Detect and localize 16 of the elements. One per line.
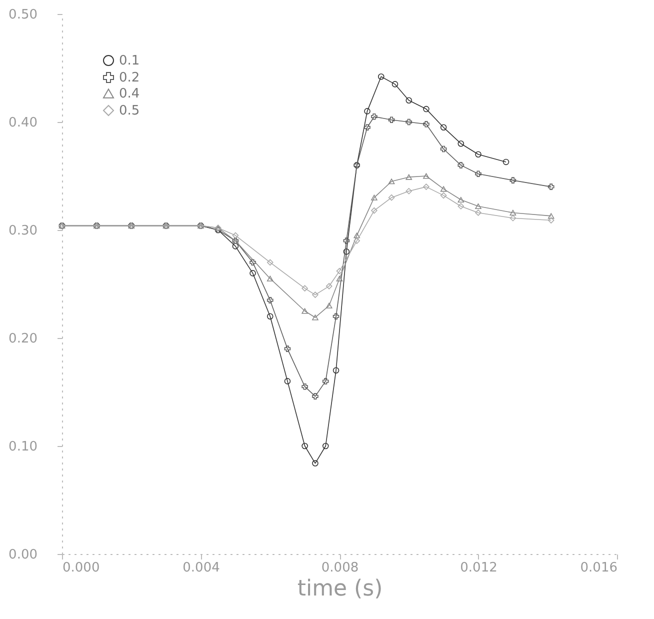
y-tick-label: 0.10 xyxy=(8,440,38,454)
y-tick-label: 0.40 xyxy=(8,116,38,130)
x-tick-label: 0.012 xyxy=(460,560,498,576)
legend-label: 0.4 xyxy=(119,86,140,102)
x-tick-label: 0.008 xyxy=(321,560,359,576)
legend-label: 0.5 xyxy=(119,104,140,118)
x-tick-label: 0.004 xyxy=(182,560,220,576)
x-tick-label: 0.016 xyxy=(580,560,618,576)
y-tick-label: 0.30 xyxy=(8,224,38,238)
y-tick-label: 0.00 xyxy=(8,548,38,562)
y-tick-label: 0.20 xyxy=(8,332,38,346)
x-tick-label: 0.000 xyxy=(62,560,100,576)
x-axis-title: time (s) xyxy=(297,576,383,602)
y-tick-label: 0.50 xyxy=(8,8,38,22)
legend-label: 0.2 xyxy=(119,70,140,86)
legend-label: 0.1 xyxy=(119,54,140,68)
